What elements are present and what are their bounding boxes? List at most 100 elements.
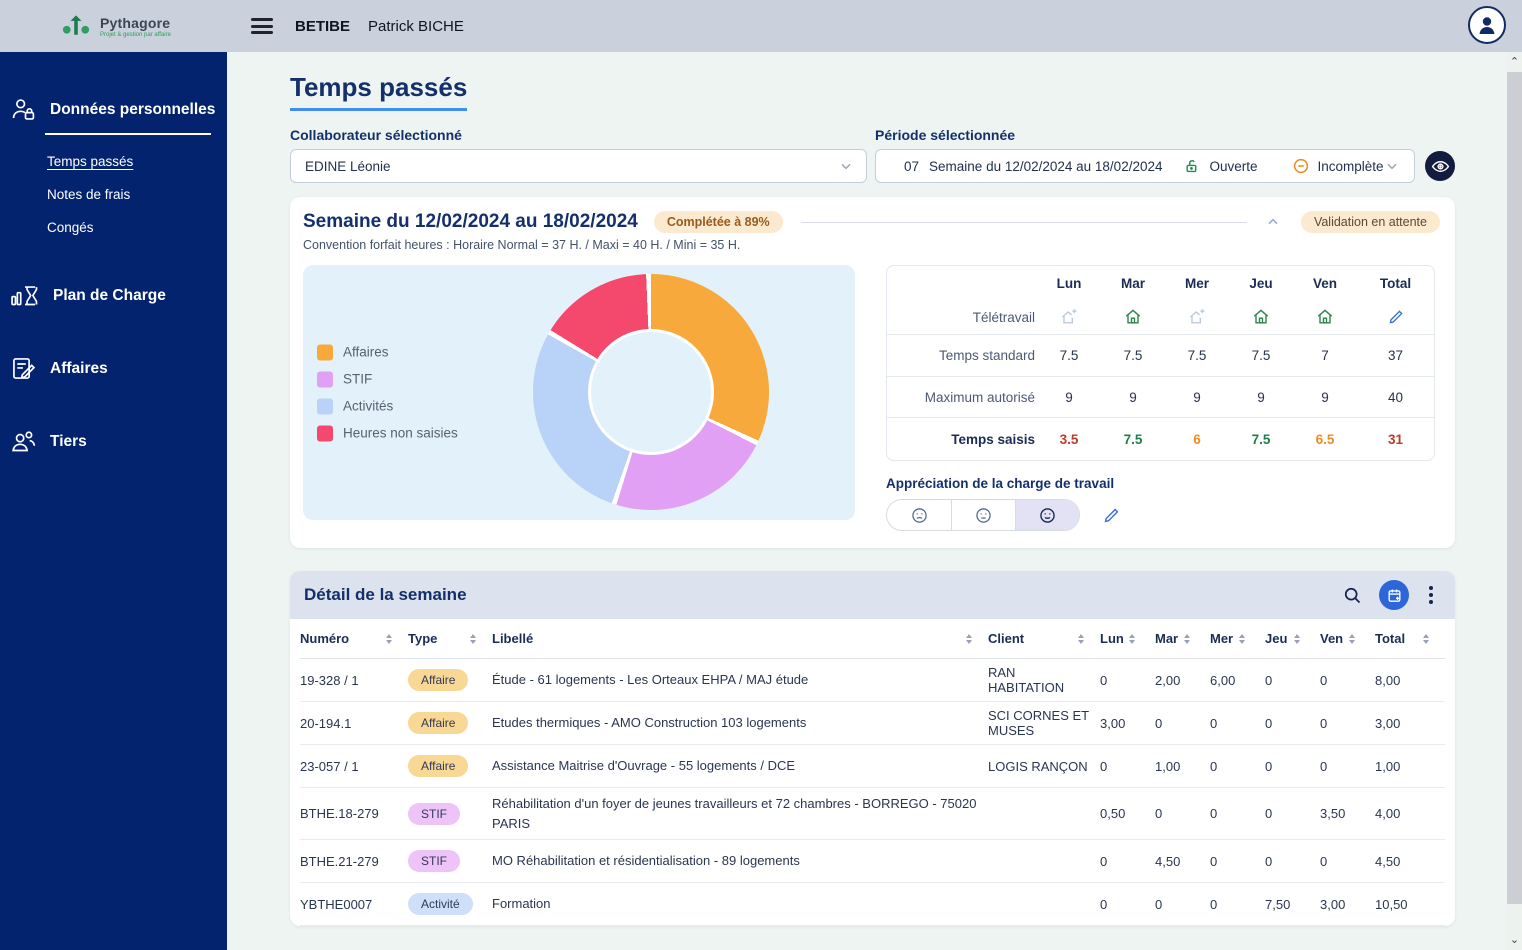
table-row[interactable]: 20-194.1 Affaire Etudes thermiques - AMO… [300, 702, 1445, 745]
saisis-total: 31 [1387, 431, 1404, 447]
convention-text: Convention forfait heures : Horaire Norm… [303, 238, 741, 252]
periode-select[interactable]: 07 Semaine du 12/02/2024 au 18/02/2024 O… [875, 149, 1415, 183]
cell-libelle: Étude - 61 logements - Les Orteaux EHPA … [492, 672, 809, 688]
cell-ven: 3,00 [1320, 896, 1346, 912]
sidebar-item-label: Plan de Charge [53, 286, 166, 304]
sort-icon[interactable] [1292, 632, 1302, 646]
teletravail-toggle-mer[interactable] [1165, 307, 1229, 327]
teletravail-toggle-ven[interactable] [1293, 307, 1357, 327]
teletravail-toggle-jeu[interactable] [1229, 307, 1293, 327]
table-row[interactable]: YBTHE0007 Activité Formation 0 0 0 7,50 … [300, 883, 1445, 926]
cell-lun: 3,00 [1100, 715, 1126, 731]
sidebar-item-notes-de-frais[interactable]: Notes de frais [47, 187, 131, 202]
sidebar-item-conges[interactable]: Congés [47, 220, 94, 235]
add-entry-button[interactable] [1379, 580, 1409, 610]
scroll-down-icon[interactable]: ⌄ [1509, 934, 1520, 946]
cell-total: 10,50 [1375, 896, 1408, 912]
cell-mar: 1,00 [1155, 758, 1181, 774]
incomplete-icon [1292, 157, 1310, 175]
cell-ven: 0 [1320, 853, 1328, 869]
sidebar-item-label: Tiers [50, 432, 87, 450]
saisis-ven: 6.5 [1315, 431, 1335, 447]
menu-icon[interactable] [251, 18, 273, 34]
sidebar-item-affaires[interactable]: Affaires [0, 347, 227, 390]
sort-icon[interactable] [468, 632, 478, 646]
table-row[interactable]: BTHE.21-279 STIF MO Réhabilitation et ré… [300, 840, 1445, 883]
collaborateur-select[interactable]: EDINE Léonie [290, 149, 867, 183]
table-row[interactable]: 19-328 / 1 Affaire Étude - 61 logements … [300, 659, 1445, 702]
edit-appreciation-icon[interactable] [1102, 506, 1121, 525]
standard-jeu: 7.5 [1251, 348, 1271, 363]
search-icon[interactable] [1342, 585, 1363, 606]
cell-mar: 4,50 [1155, 853, 1181, 869]
sidebar-item-plan-de-charge[interactable]: Plan de Charge [0, 274, 227, 317]
statut-incomplete: Incomplète [1317, 158, 1384, 174]
vertical-scrollbar[interactable]: ⌃ ⌄ [1507, 52, 1522, 950]
week-title: Semaine du 12/02/2024 au 18/02/2024 [303, 211, 638, 232]
legend-swatch [317, 344, 333, 360]
rating-sad-button[interactable] [887, 500, 951, 530]
cell-total: 4,00 [1375, 806, 1401, 821]
sidebar: Données personnelles Temps passés Notes … [0, 52, 227, 950]
type-badge: Activité [408, 893, 473, 915]
edit-teletravail-icon[interactable] [1357, 308, 1434, 326]
brand: Pythagore Projet & gestion par affaire [0, 11, 227, 41]
sidebar-item-label: Affaires [50, 359, 108, 377]
cell-jeu: 0 [1265, 758, 1273, 774]
table-row[interactable]: 23-057 / 1 Affaire Assistance Maitrise d… [300, 745, 1445, 788]
sort-icon[interactable] [1421, 632, 1431, 646]
teletravail-toggle-mar[interactable] [1101, 307, 1165, 327]
cell-ven: 0 [1320, 672, 1328, 688]
cell-lun: 0 [1100, 758, 1108, 774]
cell-numero: YBTHE0007 [300, 896, 373, 912]
cell-ven: 0 [1320, 758, 1328, 774]
scroll-up-icon[interactable]: ⌃ [1509, 56, 1520, 68]
collapse-chevron-up-icon[interactable] [1265, 214, 1281, 230]
view-period-button[interactable] [1425, 151, 1455, 181]
cell-client: LOGIS RANÇON [988, 758, 1088, 774]
rating-happy-button[interactable] [1015, 500, 1079, 530]
cell-mer: 0 [1210, 758, 1218, 774]
legend-item-heures-non-saisies: Heures non saisies [317, 425, 458, 441]
cell-mer: 0 [1210, 806, 1218, 821]
standard-lun: 7.5 [1059, 348, 1079, 363]
cell-ven: 0 [1320, 715, 1328, 731]
cell-total: 8,00 [1375, 672, 1401, 688]
saisis-jeu: 7.5 [1251, 431, 1271, 447]
cell-mar: 0 [1155, 896, 1163, 912]
sidebar-item-donnees-personnelles[interactable]: Données personnelles [0, 88, 227, 131]
sidebar-item-temps-passes[interactable]: Temps passés [47, 154, 134, 169]
rating-neutral-button[interactable] [951, 500, 1015, 530]
cell-jeu: 7,50 [1265, 896, 1291, 912]
more-options-icon[interactable] [1425, 584, 1437, 606]
sort-icon[interactable] [1347, 632, 1357, 646]
sidebar-item-tiers[interactable]: Tiers [0, 420, 227, 463]
table-row[interactable]: BTHE.18-279 STIF Réhabilitation d'un foy… [300, 788, 1445, 840]
chart-hourglass-icon [10, 282, 40, 309]
scrollbar-thumb[interactable] [1507, 72, 1522, 904]
sort-icon[interactable] [1127, 632, 1137, 646]
collaborateur-value: EDINE Léonie [305, 158, 391, 174]
cell-lun: 0 [1100, 672, 1108, 688]
cell-lun: 0 [1100, 853, 1108, 869]
statut-ouverte: Ouverte [1209, 158, 1258, 174]
cell-numero: 19-328 / 1 [300, 672, 359, 688]
avatar[interactable] [1468, 6, 1506, 44]
temps-saisis-label: Temps saisis [951, 431, 1035, 447]
sort-icon[interactable] [1076, 632, 1086, 646]
sort-icon[interactable] [1182, 632, 1192, 646]
document-pen-icon [10, 355, 37, 382]
sort-icon[interactable] [1237, 632, 1247, 646]
workload-rating-control [886, 499, 1080, 531]
sort-icon[interactable] [384, 632, 394, 646]
teletravail-toggle-lun[interactable] [1037, 307, 1101, 327]
week-detail-card: Détail de la semaine Numéro Type Libellé… [290, 571, 1455, 926]
day-header: Mar [1120, 275, 1145, 291]
company-name: BETIBE [295, 17, 351, 35]
day-header: Jeu [1249, 275, 1273, 291]
sort-icon[interactable] [964, 632, 974, 646]
chart-legend: Affaires STIF Activités Heures non saisi… [317, 344, 458, 441]
cell-mer: 0 [1210, 896, 1218, 912]
brand-logo-icon [60, 11, 92, 41]
standard-total: 37 [1387, 348, 1404, 363]
